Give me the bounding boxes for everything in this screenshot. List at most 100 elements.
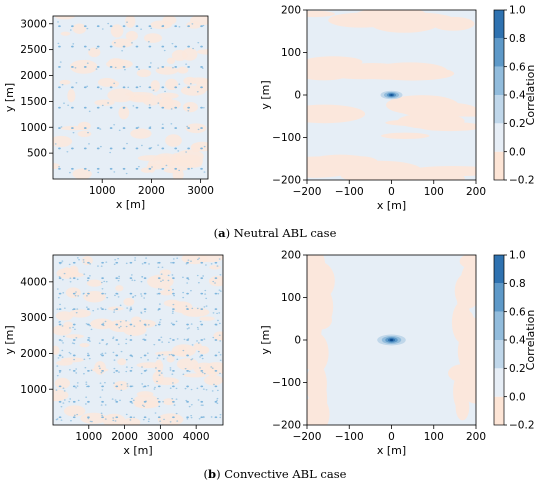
wake-dot [186, 292, 189, 295]
anticorrelation-patch [72, 23, 87, 34]
wake-dot [200, 277, 204, 280]
speckle [102, 322, 105, 325]
speckle [78, 259, 80, 261]
speckle [100, 412, 103, 415]
speckle [217, 319, 219, 322]
anticorrelation-patch [162, 398, 175, 406]
wake-dot [214, 339, 218, 341]
wake-dot [58, 354, 62, 357]
wake-dot [122, 66, 126, 68]
wake-dot [214, 261, 218, 264]
speckle [62, 342, 64, 344]
wake-dot [122, 127, 126, 129]
speckle [91, 420, 93, 423]
convective-correlation-plot [307, 255, 476, 425]
colorbar-segment [494, 283, 504, 312]
wake-dot [172, 339, 175, 341]
speckle [155, 367, 157, 369]
wake-dot [200, 308, 204, 310]
anticorrelation-patch [59, 79, 71, 85]
speckle [119, 325, 122, 328]
speckle [169, 421, 172, 423]
negative-band [307, 104, 366, 124]
speckle [112, 336, 115, 338]
anticorrelation-patch [208, 275, 223, 287]
speckle [154, 324, 157, 327]
wake-dot [161, 66, 165, 68]
speckle [188, 370, 191, 373]
speckle [134, 295, 137, 297]
anticorrelation-patch [154, 359, 164, 374]
wake-dot [200, 147, 203, 150]
speckle [199, 320, 202, 323]
speckle [55, 389, 58, 391]
speckle [89, 263, 92, 265]
wake-dot [83, 45, 87, 48]
speckle [113, 359, 116, 361]
speckle [218, 289, 221, 291]
speckle [72, 43, 75, 45]
wake-dot [174, 86, 178, 89]
speckle [57, 297, 60, 299]
speckle [114, 66, 117, 69]
neutral-correlation-axes: −200 −100 0 100 200 −200 −100 0 100 200 x [m] y [m] [259, 5, 486, 212]
wake-dot [70, 106, 74, 109]
wake-dot [83, 86, 87, 89]
speckle [68, 369, 71, 371]
wake-dot [96, 66, 100, 68]
speckle [119, 399, 121, 402]
wake-dot [101, 385, 104, 388]
anticorrelation-patch [181, 47, 198, 61]
anticorrelation-patch [157, 92, 179, 99]
speckle [197, 399, 200, 401]
speckle [113, 171, 116, 173]
wake-dot [58, 339, 62, 341]
negative-patch [307, 363, 327, 406]
speckle [182, 349, 185, 352]
speckle [57, 357, 60, 359]
speckle [121, 50, 124, 52]
speckle [104, 320, 107, 323]
speckle [89, 420, 92, 423]
wake-dot [172, 385, 175, 388]
speckle [157, 288, 160, 290]
speckle [126, 142, 128, 145]
speckle [147, 359, 149, 361]
convective-field-plot [53, 255, 223, 425]
anticorrelation-patch [163, 299, 181, 307]
speckle [197, 350, 200, 353]
speckle [113, 263, 116, 266]
anticorrelation-patch [102, 413, 126, 425]
wake-dot [101, 277, 104, 280]
speckle [219, 354, 222, 356]
speckle [97, 171, 100, 174]
wake-dot [200, 66, 203, 68]
speckle [113, 309, 116, 311]
speckle [140, 281, 143, 283]
speckle [82, 259, 85, 261]
speckle [196, 274, 199, 277]
speckle [169, 369, 172, 371]
speckle [190, 289, 192, 292]
wake-dot [187, 66, 191, 68]
speckle [157, 266, 160, 269]
speckle [88, 143, 90, 145]
anticorrelation-patch [128, 94, 152, 103]
anticorrelation-patch [196, 79, 208, 91]
speckle [186, 125, 189, 128]
wake-dot [96, 45, 100, 48]
speckle [118, 371, 120, 373]
wake-dot [115, 370, 119, 372]
neutral-correlation-plot [307, 10, 476, 180]
speckle [147, 41, 150, 43]
speckle [143, 297, 146, 299]
speckle [113, 124, 116, 126]
speckle [131, 279, 134, 281]
speckle [170, 108, 173, 110]
speckle [173, 294, 175, 297]
wake-dot [157, 339, 161, 341]
wake-dot [200, 416, 204, 419]
wake-dot [96, 86, 100, 89]
speckle [61, 84, 64, 86]
